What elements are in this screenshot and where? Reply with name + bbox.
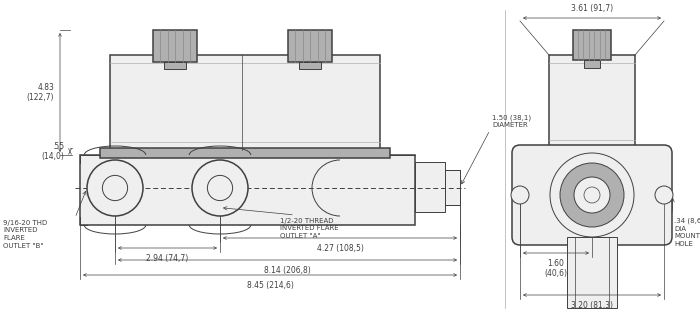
Circle shape [560,163,624,227]
Text: 9/16-20 THD
INVERTED
FLARE
OUTLET "B": 9/16-20 THD INVERTED FLARE OUTLET "B" [3,220,48,249]
Circle shape [192,160,248,216]
Text: 1.50 (38,1)
DIAMETER: 1.50 (38,1) DIAMETER [492,115,531,128]
Bar [573,30,611,60]
Bar [415,162,445,212]
Text: 3.61 (91,7): 3.61 (91,7) [571,4,613,13]
Bar [80,155,415,225]
Text: 3.20 (81,3): 3.20 (81,3) [571,301,613,310]
Bar [110,55,380,150]
Bar [549,55,635,148]
Bar [567,237,617,308]
Circle shape [655,186,673,204]
Circle shape [550,153,634,237]
Bar [100,148,390,158]
Text: 4.83
(122,7): 4.83 (122,7) [27,83,54,102]
Text: 8.14 (206,8): 8.14 (206,8) [264,266,311,275]
Bar [164,62,186,69]
Bar [299,62,321,69]
Bar [540,148,644,158]
Text: .55
(14,0): .55 (14,0) [41,142,64,161]
Text: .34 (8,6)
DIA
MOUNT
HOLE: .34 (8,6) DIA MOUNT HOLE [674,218,700,247]
Bar [153,30,197,62]
Text: 1/2-20 THREAD
INVERTED FLARE
OUTLET "A": 1/2-20 THREAD INVERTED FLARE OUTLET "A" [280,218,339,239]
Text: 8.45 (214,6): 8.45 (214,6) [246,281,293,290]
Circle shape [574,177,610,213]
Bar [584,60,600,68]
Text: 1.60
(40,6): 1.60 (40,6) [545,259,568,278]
Circle shape [511,186,529,204]
Text: 4.27 (108,5): 4.27 (108,5) [316,244,363,253]
FancyBboxPatch shape [512,145,672,245]
Text: 2.94 (74,7): 2.94 (74,7) [146,254,188,263]
Bar [445,170,460,205]
Bar [288,30,332,62]
Circle shape [87,160,143,216]
Bar [578,158,606,185]
